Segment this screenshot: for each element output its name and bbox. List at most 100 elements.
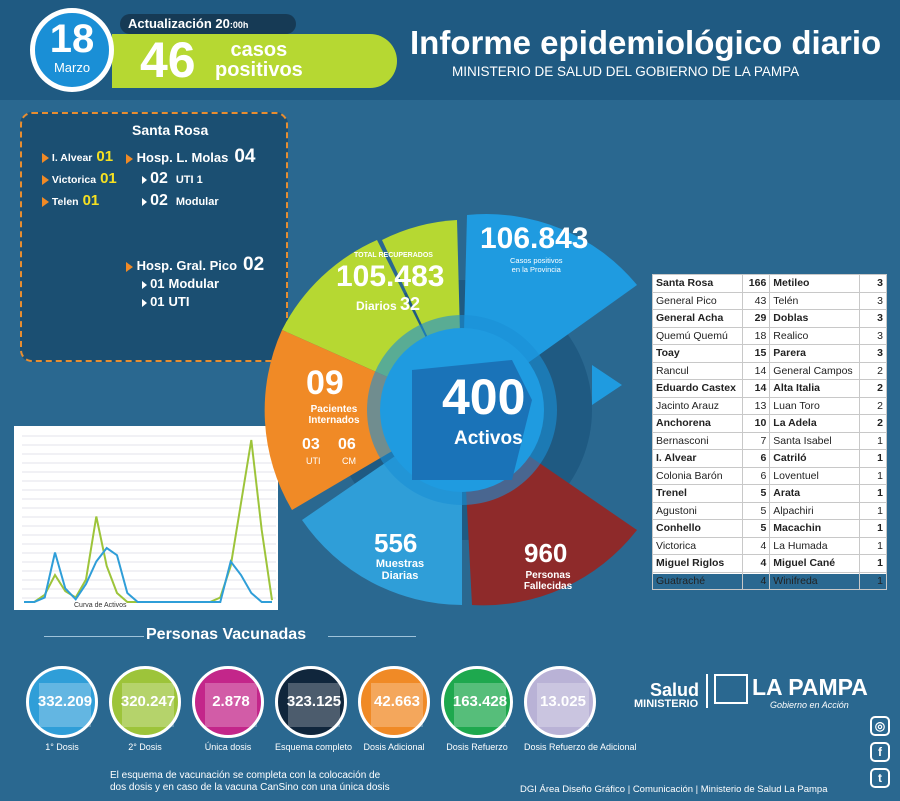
locality-name: Agustoni (651, 501, 744, 520)
table-row: Trenel 5 Arata 1 (651, 484, 887, 503)
facebook-icon[interactable]: f (870, 742, 890, 762)
locality-count: 2 (859, 361, 887, 380)
locality-count: 10 (742, 414, 771, 433)
locality-name: General Campos (769, 361, 860, 380)
table-row: Colonia Barón 6 Loventuel 1 (651, 466, 887, 485)
sub-value: 02 (150, 170, 168, 187)
deaths-label: Personas Fallecidas (514, 570, 582, 592)
vaccination-badge: 2.878 (192, 666, 264, 738)
la-pampa-map-icon (412, 360, 532, 480)
positives-total: 106.843 (480, 222, 589, 255)
vaccination-item: 2.878 Única dosis (192, 666, 264, 752)
table-row: General Acha 29 Doblas 3 (651, 309, 887, 328)
deaths-count: 960 (524, 538, 568, 568)
locality-name: I. Alvear (651, 449, 744, 468)
credit: DGI Área Diseño Gráfico | Comunicación |… (520, 784, 828, 795)
table-row: Miguel Riglos 4 Miguel Cané 1 (651, 554, 887, 573)
table-row: Anchorena 10 La Adela 2 (651, 414, 887, 433)
hospital-name: Hosp. L. Molas (136, 150, 229, 165)
divider (328, 636, 416, 637)
arrow-icon (142, 176, 147, 185)
locality-name: Santa Rosa (651, 274, 744, 293)
daily-label: Diarios (356, 299, 397, 313)
locality-name: Luan Toro (769, 396, 860, 415)
update-time-suffix: :00h (229, 20, 249, 30)
arrow-icon (126, 261, 133, 272)
vaccination-item: 163.428 Dosis Refuerzo (441, 666, 513, 752)
town-value: 01 (82, 192, 100, 209)
daily-value: 32 (400, 294, 421, 314)
locality-count: 3 (859, 309, 887, 328)
deaths-label-1: Personas (525, 570, 571, 581)
table-row: Bernasconi 7 Santa Isabel 1 (651, 431, 887, 450)
la-pampa-map-icon (371, 683, 423, 727)
locality-name: Parera (769, 344, 860, 363)
new-cases-label-1: casos (230, 39, 288, 61)
vaccination-value: 332.209 (37, 693, 93, 710)
la-pampa-map-icon (288, 683, 340, 727)
la-pampa-map-icon (122, 683, 174, 727)
locality-count: 1 (859, 431, 887, 450)
town-row: Victorica 01 (42, 170, 117, 187)
date-badge: 18 Marzo (30, 8, 114, 92)
twitter-icon[interactable]: t (870, 768, 890, 788)
arrow-icon (42, 197, 49, 208)
recovered-caption: TOTAL RECUPERADOS (354, 252, 433, 259)
active-label: Activos (454, 428, 523, 449)
locality-count: 7 (742, 431, 771, 450)
locality-count: 5 (742, 519, 771, 538)
divider (706, 674, 708, 708)
samples-label-2: Diarias (381, 570, 419, 582)
vaccination-value: 323.125 (286, 693, 342, 710)
brand-tagline: Gobierno en Acción (770, 700, 849, 710)
town-value: 01 (96, 148, 114, 165)
locality-count: 3 (859, 344, 887, 363)
uti-count: 03 (302, 436, 320, 453)
active-count: 400 (442, 369, 526, 425)
daily-recovered: Diarios 32 (356, 294, 420, 315)
hospital-pico: Hosp. Gral. Pico 02 (126, 254, 264, 276)
uti-label: UTI (306, 456, 321, 466)
locality-count: 1 (859, 484, 887, 503)
la-pampa-map-icon (537, 683, 589, 727)
chart-series-blue (24, 546, 272, 603)
locality-count: 1 (859, 519, 887, 538)
hospital-sub-row: 01 Modular (142, 276, 219, 291)
hospitalized-label: Pacientes Internados (298, 404, 370, 426)
hospital-molas: Hosp. L. Molas 04 (126, 146, 256, 168)
locality-count: 18 (742, 326, 771, 345)
deaths-label-2: Fallecidas (523, 581, 573, 592)
vaccination-badge: 323.125 (275, 666, 347, 738)
hospitalized-label-2: Internados (308, 415, 360, 426)
table-row: Rancul 14 General Campos 2 (651, 361, 887, 380)
page-subtitle: MINISTERIO DE SALUD DEL GOBIERNO DE LA P… (452, 64, 800, 79)
locality-count: 6 (742, 466, 771, 485)
la-pampa-map-icon (205, 683, 257, 727)
localities-table-body: Santa Rosa 166 Metileo 3 General Pico 43 Telén… (651, 274, 887, 590)
locality-name: Alta Italia (769, 379, 860, 398)
positives-label-2: en la Provincia (511, 265, 561, 274)
locality-count: 5 (742, 501, 771, 520)
locality-count: 6 (742, 449, 771, 468)
vaccination-label: Dosis Adicional (363, 742, 425, 752)
recovered-total: 105.483 (336, 260, 445, 293)
locality-name: Quemú Quemú (651, 326, 744, 345)
locality-count: 3 (859, 291, 887, 310)
locality-count: 43 (742, 291, 771, 310)
sub-value: 02 (150, 192, 168, 209)
locality-count: 2 (859, 414, 887, 433)
locality-name: La Humada (769, 536, 860, 555)
town-name: Telen (51, 196, 79, 208)
town-name: I. Alvear (51, 152, 93, 164)
instagram-icon[interactable]: ◎ (870, 716, 890, 736)
table-row: I. Alvear 6 Catriló 1 (651, 449, 887, 468)
locality-name: Catriló (769, 449, 860, 468)
locality-count: 14 (742, 379, 771, 398)
vaccination-label: 1° Dosis (45, 742, 79, 752)
divider (44, 636, 144, 637)
active-cases-chart: Curva de Activos (14, 426, 278, 610)
brand-province: LA PAMPA (752, 674, 868, 700)
hospitalized-box: Santa Rosa I. Alvear 01 Victorica 01 Telen… (20, 112, 288, 362)
vaccination-value: 320.247 (120, 693, 176, 710)
cm-label: CM (342, 456, 356, 466)
